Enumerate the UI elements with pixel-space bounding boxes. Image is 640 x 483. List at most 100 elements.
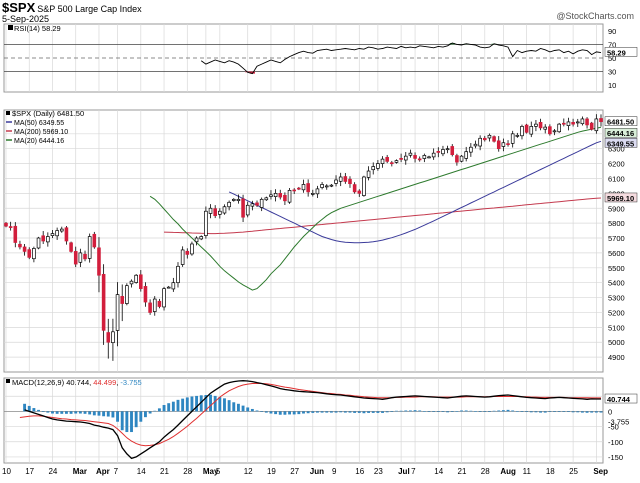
candle-body — [478, 137, 482, 147]
macd-hist-bar — [427, 411, 431, 412]
macd-hist-bar — [594, 411, 598, 413]
macd-hist-bar — [144, 411, 147, 418]
macd-panel-frame — [3, 377, 604, 464]
macd-hist-bar — [348, 411, 352, 413]
x-axis-label: 14 — [434, 467, 443, 476]
macd-hist-bar — [543, 411, 547, 413]
macd-legend-part: 44.499 — [93, 378, 116, 387]
candle-body — [27, 249, 32, 258]
macd-hist-bar — [381, 411, 384, 413]
macd-hist-bar — [376, 411, 380, 413]
candle-body — [264, 197, 269, 201]
candle-body — [41, 235, 45, 242]
candle-body — [32, 248, 36, 260]
macd-hist-bar — [413, 410, 417, 412]
candle-body — [510, 133, 515, 144]
candle-body — [436, 151, 441, 153]
candle-body — [329, 184, 334, 187]
candle-body — [352, 184, 357, 193]
macd-legend-swatch — [6, 379, 10, 383]
macd-hist-bar — [436, 411, 440, 412]
price-tick-label: 6100 — [608, 174, 625, 183]
candle-body — [222, 206, 227, 214]
x-axis-label: 19 — [267, 467, 276, 476]
candle-body — [441, 149, 445, 155]
rsi-last-value-box — [604, 47, 638, 57]
macd-hist-bar — [367, 411, 371, 413]
macd-hist-bar — [557, 411, 561, 412]
macd-hist-bar — [283, 411, 287, 415]
macd-hist-bar — [209, 394, 212, 412]
candle-body — [524, 124, 529, 133]
candle-body — [236, 198, 241, 202]
macd-hist-bar — [487, 411, 491, 412]
candle-body — [283, 194, 287, 202]
price-tick-label: 6200 — [608, 160, 625, 169]
macd-hist-bar — [232, 402, 236, 412]
candle-body — [227, 201, 231, 208]
candle-body — [166, 286, 171, 289]
candle-body — [529, 126, 534, 135]
macd-tick-label: -50 — [608, 423, 619, 432]
macd-signal-line — [19, 383, 601, 447]
price-tick-label: 5300 — [608, 294, 625, 303]
macd-legend-part: MACD(12,26,9) — [12, 378, 66, 387]
macd-last-value-box — [604, 393, 638, 404]
price-tick-label: 5400 — [608, 279, 625, 288]
candle-body — [399, 158, 403, 160]
chart-date: 5-Sep-2025 — [2, 14, 50, 24]
macd-hist-bar — [520, 411, 524, 412]
macd-hist-bar — [227, 400, 231, 412]
price-tick-label: 4900 — [608, 353, 625, 362]
ma20-last-value-box — [604, 127, 638, 138]
chart-title: $SPX S&P 500 Large Cap Index — [2, 0, 142, 15]
candle-body — [69, 242, 73, 252]
candle-body — [385, 156, 389, 162]
candle-body — [92, 233, 97, 248]
candle-body — [599, 118, 603, 123]
candle-body — [259, 198, 264, 208]
macd-hist-bar — [297, 411, 301, 415]
macd-hist-bar — [134, 411, 138, 428]
price-tick-label: 5100 — [608, 323, 625, 332]
macd-hist-bar — [492, 410, 496, 412]
macd-hist-bar — [236, 403, 240, 412]
candle-body — [408, 152, 413, 156]
price-tick-label: 5700 — [608, 234, 625, 243]
ma50-last-value: 6349.55 — [607, 139, 634, 148]
candle-body — [139, 274, 143, 289]
macd-hist-bar — [125, 411, 129, 433]
x-axis-label: 7 — [411, 467, 416, 476]
price-last-value-box — [604, 116, 638, 126]
price-tick-label: 5200 — [608, 308, 625, 317]
macd-hist-bar — [278, 411, 282, 415]
candle-body — [380, 158, 385, 164]
macd-hist-bar — [329, 411, 333, 413]
macd-hist-bar — [181, 398, 185, 412]
candle-body — [376, 163, 380, 169]
candle-body — [548, 126, 552, 135]
candle-body — [427, 156, 431, 159]
ma50-last-value-box — [604, 138, 638, 148]
candle-body — [552, 130, 557, 133]
macd-hist-bar — [511, 410, 515, 412]
macd-hist-bar — [51, 411, 54, 414]
candle-body — [148, 302, 152, 313]
candle-body — [473, 143, 478, 147]
candle-body — [101, 273, 106, 331]
macd-tick-label: -150 — [608, 453, 623, 462]
candle-body — [320, 184, 324, 188]
macd-hist-bar — [74, 411, 78, 414]
macd-hist-bar — [450, 411, 454, 412]
price-tick-label: 5600 — [608, 249, 625, 258]
macd-hist-bar — [599, 411, 603, 413]
macd-hist-bar — [529, 411, 533, 413]
x-axis-label: Jul — [398, 467, 410, 476]
macd-hist-bar — [567, 411, 570, 412]
macd-hist-bar — [446, 411, 450, 413]
candle-body — [157, 300, 162, 307]
candle-body — [111, 331, 115, 344]
price-tick-label: 5800 — [608, 219, 625, 228]
ma20-line — [149, 126, 602, 291]
